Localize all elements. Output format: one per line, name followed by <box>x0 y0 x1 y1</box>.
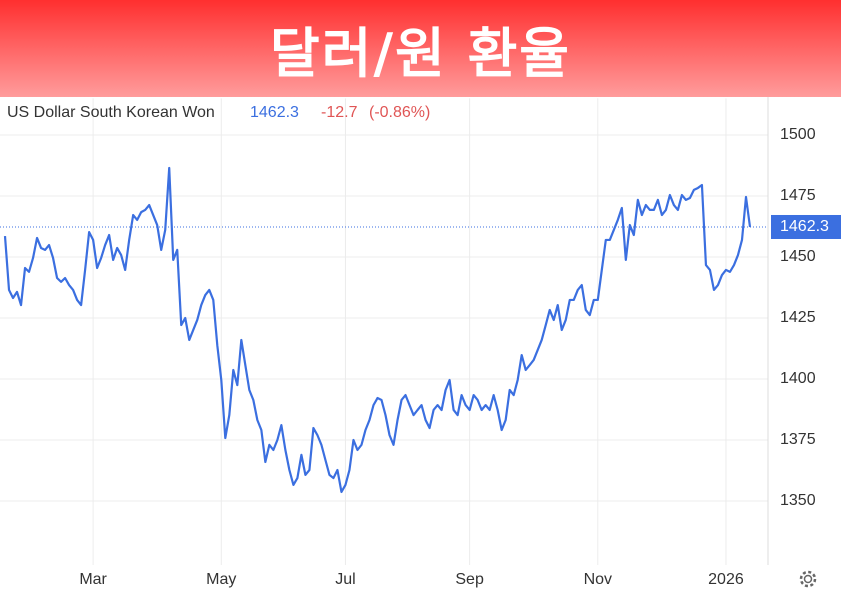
x-tick-label: May <box>206 571 236 588</box>
y-tick-label: 1425 <box>780 309 816 326</box>
y-tick-label: 1400 <box>780 370 816 387</box>
x-tick-label: Sep <box>455 571 484 588</box>
line-series <box>3 166 752 494</box>
y-tick-label: 1475 <box>780 187 816 204</box>
chart-title: 달러/원 환율 <box>270 22 571 85</box>
x-tick-label: 2026 <box>708 571 744 588</box>
legend-last: 1462.3 <box>250 104 299 121</box>
last-value-box <box>771 214 841 239</box>
y-tick-label: 1450 <box>780 248 816 265</box>
y-tick-label: 1500 <box>780 126 816 143</box>
legend-name: US Dollar South Korean Won <box>7 104 215 121</box>
y-tick-label: 1375 <box>780 431 816 448</box>
x-tick-label: Nov <box>584 571 612 588</box>
x-tick-label: Mar <box>79 571 107 588</box>
settings-icon[interactable] <box>799 570 817 588</box>
title-banner: 달러/원 환율 <box>0 0 841 97</box>
legend-change-pct: (-0.86%) <box>369 104 430 121</box>
legend-change: -12.7 <box>321 104 358 121</box>
y-tick-label: 1350 <box>780 492 816 509</box>
x-tick-label: Jul <box>335 571 355 588</box>
last-value-label: 1462.3 <box>780 218 829 235</box>
